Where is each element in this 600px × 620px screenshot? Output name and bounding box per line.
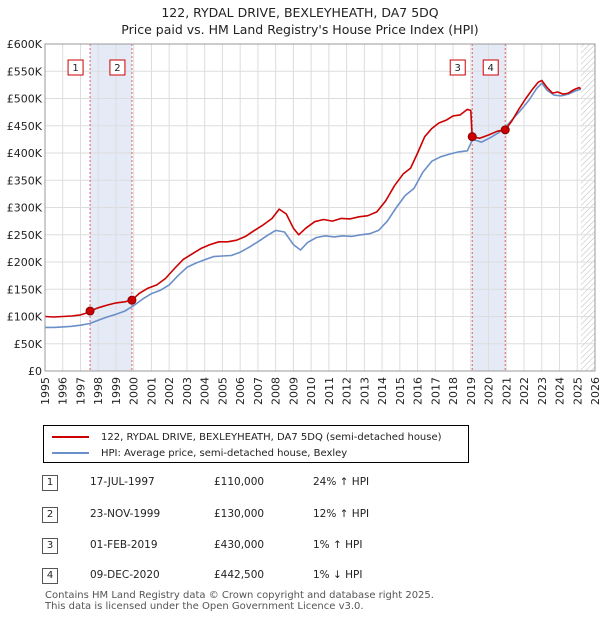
transaction-badge: 3: [42, 538, 58, 554]
x-tick-label: 2012: [341, 377, 354, 405]
x-tick-label: 2019: [465, 377, 478, 405]
footer: Contains HM Land Registry data © Crown c…: [45, 590, 434, 612]
transaction-marker-box: [449, 59, 466, 76]
x-tick-label: 2007: [252, 377, 265, 405]
legend-item-hpi: HPI: Average price, semi-detached house,…: [52, 446, 347, 460]
x-tick-label: 2000: [128, 377, 141, 405]
x-tick-label: 1996: [57, 377, 70, 405]
transaction-marker-label: 1: [72, 63, 78, 74]
legend: 122, RYDAL DRIVE, BEXLEYHEATH, DA7 5DQ (…: [43, 425, 469, 463]
x-tick-label: 2017: [429, 377, 442, 405]
x-tick-label: 1998: [92, 377, 105, 405]
y-tick-label: £500K: [7, 93, 43, 106]
x-tick-label: 1997: [74, 377, 87, 405]
y-tick-label: £150K: [7, 283, 43, 296]
table-row: 1 17-JUL-1997 £110,000 24% ↑ HPI: [42, 475, 462, 491]
x-tick-label: 2008: [270, 377, 283, 405]
y-tick-label: £300K: [7, 202, 43, 215]
transaction-point: [467, 132, 477, 142]
y-tick-label: £0: [28, 365, 42, 378]
legend-label-property: 122, RYDAL DRIVE, BEXLEYHEATH, DA7 5DQ (…: [101, 431, 442, 443]
transaction-price: £130,000: [214, 508, 265, 520]
transaction-date: 01-FEB-2019: [90, 539, 158, 551]
x-tick-label: 2014: [376, 377, 389, 405]
transaction-price: £442,500: [214, 569, 265, 581]
transaction-hpi-diff: 24% ↑ HPI: [313, 476, 370, 488]
y-tick-label: £400K: [7, 147, 43, 160]
table-row: 4 09-DEC-2020 £442,500 1% ↓ HPI: [42, 568, 462, 584]
transaction-hpi-diff: 1% ↑ HPI: [313, 539, 363, 551]
legend-swatch-hpi: [52, 452, 89, 454]
x-tick-label: 2016: [412, 377, 425, 405]
x-tick-label: 2009: [287, 377, 300, 405]
x-tick-label: 2020: [483, 377, 496, 405]
x-tick-label: 2005: [216, 377, 229, 405]
y-tick-label: £450K: [7, 120, 43, 133]
hpi-series-line: [45, 82, 582, 329]
x-tick-label: 2015: [394, 377, 407, 405]
x-tick-label: 2006: [234, 377, 247, 405]
title-line-1: 122, RYDAL DRIVE, BEXLEYHEATH, DA7 5DQ: [161, 5, 439, 20]
x-tick-label: 2026: [589, 377, 600, 405]
table-row: 3 01-FEB-2019 £430,000 1% ↑ HPI: [42, 538, 462, 554]
transaction-marker-label: 4: [488, 63, 494, 74]
transaction-badge: 4: [42, 568, 58, 584]
x-tick-label: 2001: [145, 377, 158, 405]
price-chart: 1 2 3 4 £0 £50K £100K £150K £200K £250K £300K £350K…: [7, 38, 600, 405]
y-tick-label: £350K: [7, 174, 43, 187]
transaction-marker-label: 3: [455, 63, 461, 74]
x-tick-label: 2011: [323, 377, 336, 405]
y-tick-label: £250K: [7, 229, 43, 242]
y-tick-label: £100K: [7, 311, 43, 324]
transaction-badge: 1: [42, 475, 58, 491]
legend-item-property: 122, RYDAL DRIVE, BEXLEYHEATH, DA7 5DQ (…: [52, 430, 442, 444]
x-tick-label: 2021: [500, 377, 513, 405]
transaction-badge: 2: [42, 507, 58, 523]
transaction-point: [127, 295, 137, 305]
transaction-price: £430,000: [214, 539, 265, 551]
x-tick-label: 2002: [163, 377, 176, 405]
y-tick-label: £200K: [7, 256, 43, 269]
x-tick-label: 2023: [536, 377, 549, 405]
title-line-2: Price paid vs. HM Land Registry's House …: [121, 22, 479, 37]
x-tick-label: 2024: [554, 377, 567, 405]
x-tick-label: 2022: [518, 377, 531, 405]
legend-label-hpi: HPI: Average price, semi-detached house,…: [101, 447, 348, 459]
x-tick-label: 1999: [110, 377, 123, 405]
transaction-date: 23-NOV-1999: [90, 508, 161, 520]
y-tick-label: £600K: [7, 38, 43, 51]
x-tick-label: 2010: [305, 377, 318, 405]
x-tick-label: 2025: [571, 377, 584, 405]
table-row: 2 23-NOV-1999 £130,000 12% ↑ HPI: [42, 507, 462, 523]
y-tick-label: £550K: [7, 65, 43, 78]
chart-title: 122, RYDAL DRIVE, BEXLEYHEATH, DA7 5DQ P…: [0, 4, 600, 38]
transaction-date: 17-JUL-1997: [90, 476, 155, 488]
transaction-price: £110,000: [214, 476, 265, 488]
footer-line-2: This data is licensed under the Open Gov…: [45, 601, 364, 612]
x-tick-label: 2013: [358, 377, 371, 405]
transaction-point: [500, 125, 510, 135]
x-tick-label: 2004: [199, 377, 212, 405]
transaction-hpi-diff: 12% ↑ HPI: [313, 508, 370, 520]
x-tick-label: 1995: [39, 377, 52, 405]
property-series-line: [44, 79, 582, 318]
transaction-hpi-diff: 1% ↓ HPI: [313, 569, 363, 581]
x-tick-label: 2003: [181, 377, 194, 405]
transaction-marker-box: [109, 59, 126, 76]
transaction-marker-box: [482, 59, 499, 76]
footer-line-1: Contains HM Land Registry data © Crown c…: [45, 590, 434, 601]
transaction-date: 09-DEC-2020: [90, 569, 160, 581]
x-tick-label: 2018: [447, 377, 460, 405]
transaction-point: [85, 306, 95, 316]
transaction-marker-label: 2: [114, 63, 120, 74]
y-tick-label: £50K: [14, 338, 43, 351]
plot-border: [44, 43, 596, 372]
transaction-marker-box: [67, 59, 84, 76]
legend-swatch-property: [52, 436, 89, 438]
